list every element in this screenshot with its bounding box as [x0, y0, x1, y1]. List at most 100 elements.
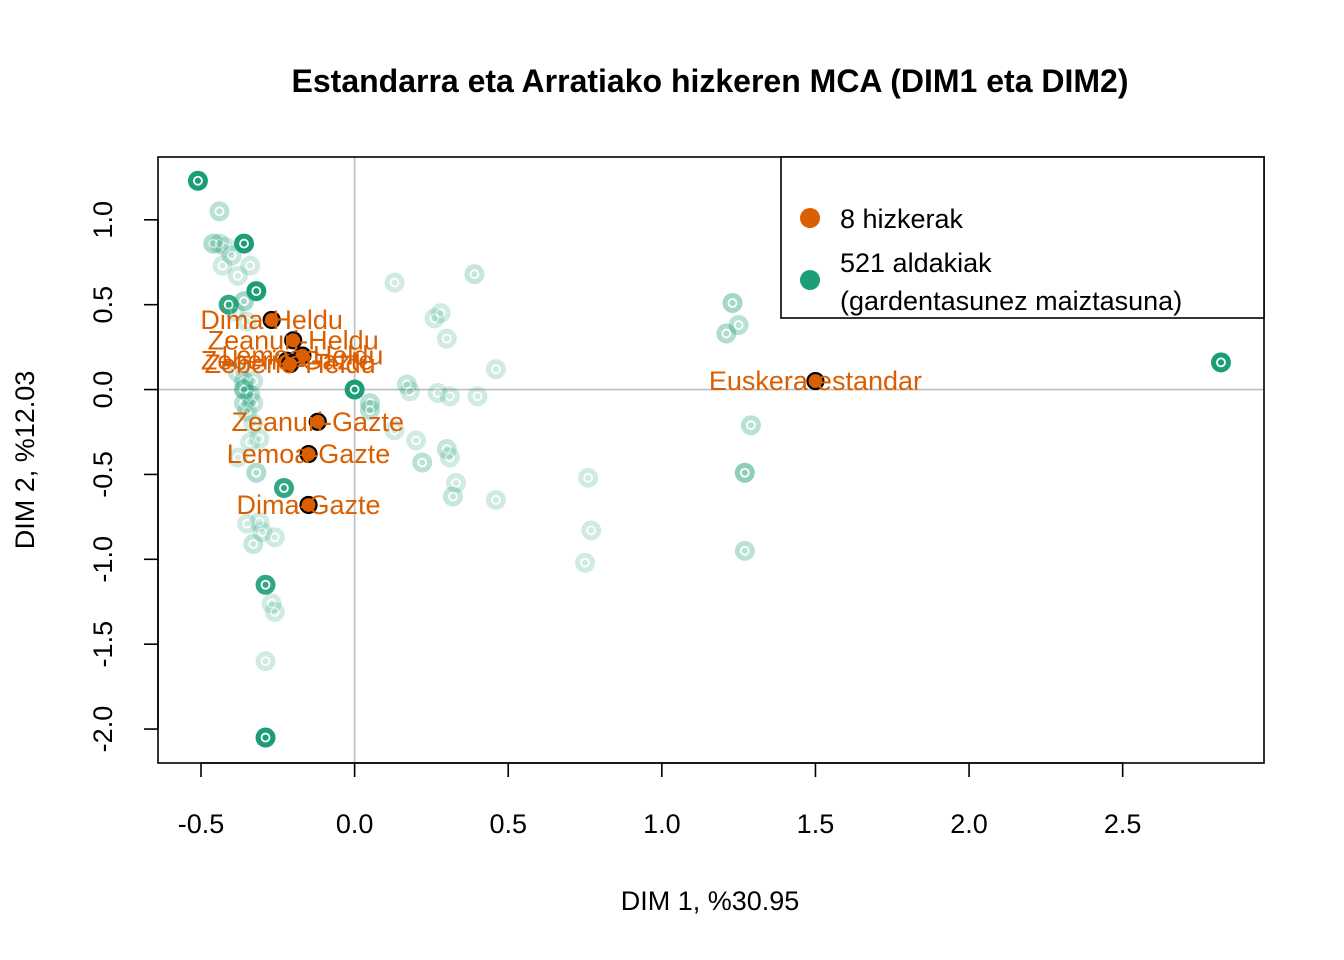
variant-point-ring	[396, 374, 417, 395]
chart-title: Estandarra eta Arratiako hizkeren MCA (D…	[292, 63, 1129, 99]
variant-point-center	[239, 296, 249, 307]
variant-point	[234, 291, 255, 312]
legend-box	[780, 156, 1265, 319]
variant-point	[578, 467, 599, 488]
variant-point-center	[365, 405, 375, 415]
dialect-label: Zeberio-Heldu	[205, 349, 376, 379]
variant-point	[439, 447, 460, 468]
variant-point	[436, 328, 457, 349]
dialect-labels: Dima-HelduZeanuri-HelduLemoa-HelduZeberi…	[200, 305, 922, 520]
variant-point-center	[365, 398, 375, 409]
legend: 8 hizkerak 521 aldakiak (gardentasunez m…	[780, 156, 1265, 319]
variant-point-ring	[240, 384, 261, 405]
x-tick-label: 2.5	[1104, 809, 1142, 839]
variant-point-center	[389, 277, 400, 288]
variant-point-ring	[439, 386, 460, 407]
variant-point-ring	[234, 379, 255, 400]
dialect-label: Dima-Gazte	[237, 490, 381, 520]
variant-point-ring	[249, 511, 270, 532]
dialect-label: Dima-Heldu	[200, 305, 343, 335]
variant-point-center	[733, 320, 744, 330]
variant-point-center	[269, 532, 280, 543]
variant-point-center	[448, 491, 458, 502]
variant-point	[464, 264, 485, 285]
variant-point	[224, 301, 245, 322]
variant-point-center	[245, 260, 256, 271]
variant-point-ring	[734, 462, 755, 483]
variant-point-center	[401, 379, 412, 390]
variant-point	[384, 272, 405, 293]
variant-point-center	[229, 306, 240, 317]
variant-point	[359, 393, 380, 414]
dialect-label: Lemoa-Heldu	[221, 341, 383, 371]
dialect-point	[299, 495, 318, 515]
variant-point-center	[260, 656, 271, 667]
variant-point-ring	[237, 513, 258, 534]
variant-point-center	[257, 527, 268, 538]
variant-point-center	[254, 517, 265, 527]
variant-point-center	[242, 406, 252, 417]
variant-point-ring	[249, 428, 270, 449]
variant-point-ring	[436, 438, 457, 459]
y-tick-label: -2.0	[88, 706, 118, 753]
y-tick-label: -1.0	[88, 536, 118, 583]
variant-point	[255, 727, 276, 748]
variant-point-ring	[740, 415, 761, 436]
variant-point	[439, 386, 460, 407]
variant-point	[734, 540, 755, 561]
dialect-label: Zeanuri-Gazte	[231, 407, 404, 437]
variant-point	[237, 513, 258, 534]
variant-point-center	[251, 467, 262, 478]
x-axis-label: DIM 1, %30.95	[621, 886, 800, 916]
variant-point	[234, 233, 255, 254]
variant-point-ring	[255, 574, 276, 595]
variant-point	[581, 520, 602, 541]
variant-point-center	[226, 250, 237, 261]
variant-point-ring	[734, 540, 755, 561]
y-tick-label: -0.5	[88, 451, 118, 498]
variant-point-ring	[439, 447, 460, 468]
variant-point	[485, 359, 506, 380]
variant-point-center	[232, 270, 243, 281]
variant-point	[252, 522, 273, 543]
variant-point-ring	[578, 467, 599, 488]
variant-point-ring	[384, 420, 405, 441]
variant-point	[467, 386, 488, 407]
variant-point	[273, 478, 294, 499]
variant-point-ring	[203, 233, 224, 254]
legend-marker-dialects	[800, 208, 820, 228]
y-tick-label: -1.5	[88, 621, 118, 668]
variant-point-center	[721, 328, 732, 339]
variant-point-ring	[273, 478, 294, 499]
variant-point-ring	[430, 303, 451, 324]
variant-point	[243, 534, 264, 555]
variant-point-ring	[227, 362, 248, 383]
x-tick-label: 1.5	[797, 809, 835, 839]
variant-point	[240, 255, 261, 276]
dialect-points	[262, 310, 825, 515]
y-axis-label: DIM 2, %12.03	[10, 371, 40, 550]
variant-point	[249, 511, 270, 532]
variant-point-center	[245, 389, 256, 400]
variant-point	[261, 593, 282, 614]
variant-point-center	[469, 269, 480, 280]
variant-point-center	[739, 545, 750, 556]
variant-point-ring	[446, 472, 467, 493]
legend-sublabel-variants: (gardentasunez maiztasuna)	[840, 286, 1182, 316]
variant-point	[424, 308, 445, 329]
variant-point-center	[444, 391, 455, 402]
variant-point-ring	[467, 386, 488, 407]
variant-point-ring	[424, 308, 445, 329]
variant-point-center	[389, 425, 400, 436]
variant-point-center	[435, 308, 446, 319]
legend-label-variants: 521 aldakiak	[840, 248, 992, 278]
variant-point-ring	[243, 393, 264, 414]
variant-point-center	[266, 598, 277, 609]
variant-point-center	[441, 333, 452, 344]
variant-point	[1210, 352, 1231, 373]
variant-point	[237, 401, 258, 422]
variant-point-ring	[234, 393, 255, 414]
variant-point-center	[444, 452, 455, 463]
variant-point-ring	[224, 301, 245, 322]
variant-point-center	[491, 494, 501, 505]
